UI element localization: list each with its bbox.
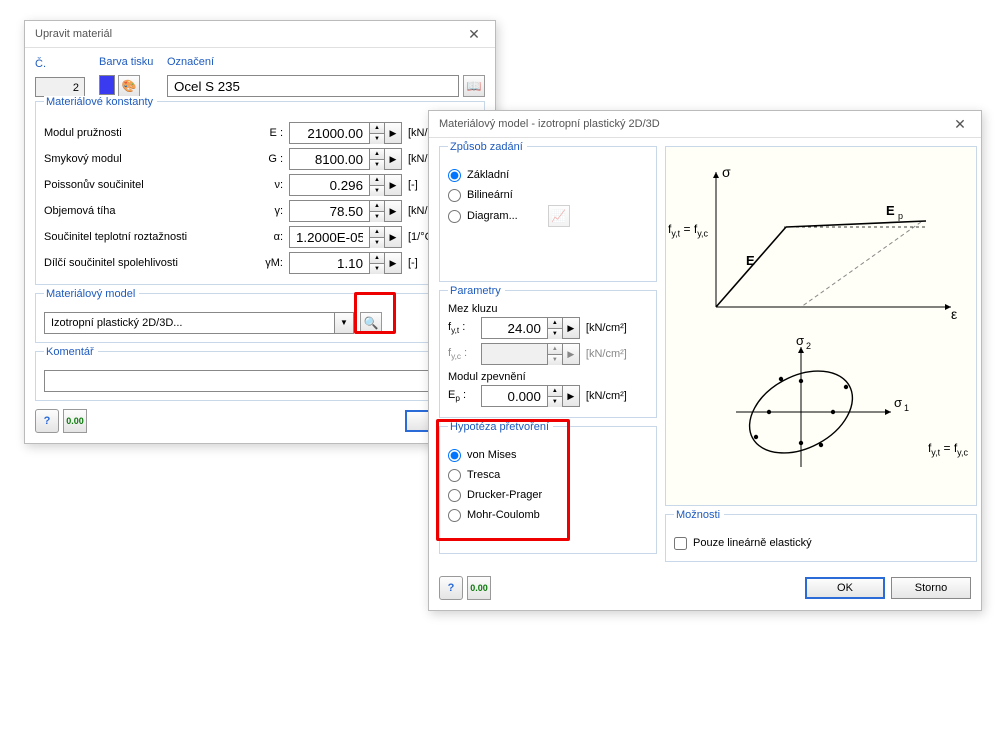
diagram-panel: σ ε Ep E fy,t = fy,c [665, 146, 977, 506]
options-legend: Možnosti [674, 509, 724, 521]
hypothesis-group: Hypotéza přetvoření von MisesTrescaDruck… [439, 426, 657, 554]
ep-input[interactable] [481, 385, 547, 407]
ok-button[interactable]: OK [805, 577, 885, 599]
num-header: Č. [35, 58, 93, 74]
go-icon[interactable]: ▶ [562, 317, 580, 339]
svg-text:1: 1 [904, 403, 909, 413]
method-legend: Způsob zadání [448, 141, 527, 153]
fyc-input [481, 343, 547, 365]
constant-row: Modul pružnostiE :▲▼▶[kN/cm²] [44, 120, 476, 146]
close-icon[interactable]: ✕ [945, 116, 975, 133]
mez-label: Mez kluzu [448, 303, 648, 315]
units-icon[interactable]: 0.00 [467, 576, 491, 600]
constant-row: Dílčí součinitel spolehlivostiγM:▲▼▶[-] [44, 250, 476, 276]
edit-material-dialog: Upravit materiál ✕ Č. 2 Barva tisku 🎨 Oz… [24, 20, 496, 444]
library-icon[interactable]: 📖 [463, 75, 485, 97]
svg-text:σ: σ [796, 337, 804, 348]
constant-input[interactable] [289, 226, 369, 248]
titlebar: Upravit materiál ✕ [25, 21, 495, 48]
spinner-icon: ▲▼ [547, 343, 562, 365]
svg-text:2: 2 [806, 341, 811, 351]
designation-input[interactable] [167, 75, 459, 97]
cancel-button[interactable]: Storno [891, 577, 971, 599]
constant-input[interactable] [289, 122, 369, 144]
dialog-title: Upravit materiál [35, 28, 112, 40]
go-icon[interactable]: ▶ [384, 200, 402, 222]
svg-text:ε: ε [951, 306, 957, 322]
constants-legend: Materiálové konstanty [44, 96, 157, 108]
svg-text:E: E [886, 203, 895, 218]
svg-text:E: E [746, 253, 755, 268]
titlebar: Materiálový model - izotropní plastický … [429, 111, 981, 138]
hypothesis-option[interactable]: von Mises [448, 445, 648, 465]
method-option[interactable]: Bilineární [448, 185, 648, 205]
fyt-input[interactable] [481, 317, 547, 339]
spinner-icon[interactable]: ▲▼ [369, 200, 384, 222]
yield-surface-diagram: σ2 σ1 [716, 337, 926, 477]
spinner-icon[interactable]: ▲▼ [547, 317, 562, 339]
model-details-button[interactable]: 🔍 [360, 312, 382, 334]
diagram-edit-icon: 📈 [548, 205, 570, 227]
svg-text:σ: σ [722, 164, 731, 180]
hypothesis-option[interactable]: Tresca [448, 465, 648, 485]
constants-group: Materiálové konstanty Modul pružnostiE :… [35, 101, 485, 285]
units-icon[interactable]: 0.00 [63, 409, 87, 433]
constant-input[interactable] [289, 252, 369, 274]
dialog-title: Materiálový model - izotropní plastický … [439, 118, 660, 130]
comment-legend: Komentář [44, 346, 98, 358]
method-option[interactable]: Diagram... [448, 206, 518, 226]
spinner-icon[interactable]: ▲▼ [369, 148, 384, 170]
svg-text:p: p [898, 211, 903, 221]
constant-input[interactable] [289, 200, 369, 222]
stress-strain-diagram: σ ε Ep E [676, 157, 966, 327]
chevron-down-icon: ▼ [334, 313, 353, 333]
close-icon[interactable]: ✕ [459, 26, 489, 43]
material-number: 2 [35, 77, 85, 97]
constant-row: Objemová tíhaγ:▲▼▶[kN/m³] [44, 198, 476, 224]
svg-text:σ: σ [894, 395, 902, 410]
params-group: Parametry Mez kluzu fy,t : ▲▼ ▶ [kN/cm²]… [439, 290, 657, 418]
model-select[interactable]: Izotropní plastický 2D/3D... ▼ [44, 312, 354, 334]
header-row: Č. 2 Barva tisku 🎨 Označení 📖 [35, 56, 485, 97]
comment-input[interactable] [44, 370, 476, 392]
go-icon[interactable]: ▶ [384, 174, 402, 196]
modul-label: Modul zpevnění [448, 371, 648, 383]
options-group: Možnosti Pouze lineárně elastický [665, 514, 977, 562]
linear-only-checkbox[interactable]: Pouze lineárně elastický [674, 533, 968, 553]
constant-row: Poissonův součinitelν:▲▼▶[-] [44, 172, 476, 198]
help-icon[interactable]: ? [35, 409, 59, 433]
spinner-icon[interactable]: ▲▼ [547, 385, 562, 407]
palette-icon[interactable]: 🎨 [118, 75, 140, 97]
hypothesis-option[interactable]: Mohr-Coulomb [448, 505, 648, 525]
color-swatch[interactable] [99, 75, 115, 95]
model-group: Materiálový model Izotropní plastický 2D… [35, 293, 485, 343]
model-legend: Materiálový model [44, 288, 139, 300]
go-icon[interactable]: ▶ [384, 148, 402, 170]
design-header: Označení [167, 56, 485, 72]
color-header: Barva tisku [99, 56, 161, 72]
comment-group: Komentář [35, 351, 485, 401]
material-model-dialog: Materiálový model - izotropní plastický … [428, 110, 982, 611]
method-group: Způsob zadání ZákladníBilineárníDiagram.… [439, 146, 657, 282]
spinner-icon[interactable]: ▲▼ [369, 252, 384, 274]
spinner-icon[interactable]: ▲▼ [369, 122, 384, 144]
spinner-icon[interactable]: ▲▼ [369, 226, 384, 248]
help-icon[interactable]: ? [439, 576, 463, 600]
method-option[interactable]: Základní [448, 165, 648, 185]
constant-input[interactable] [289, 174, 369, 196]
hypothesis-option[interactable]: Drucker-Prager [448, 485, 648, 505]
go-icon[interactable]: ▶ [562, 385, 580, 407]
constant-row: Smykový modulG :▲▼▶[kN/cm²] [44, 146, 476, 172]
hypothesis-legend: Hypotéza přetvoření [448, 421, 553, 433]
go-icon: ▶ [562, 343, 580, 365]
go-icon[interactable]: ▶ [384, 122, 402, 144]
params-legend: Parametry [448, 285, 505, 297]
go-icon[interactable]: ▶ [384, 252, 402, 274]
go-icon[interactable]: ▶ [384, 226, 402, 248]
constant-row: Součinitel teplotní roztažnostiα:▲▼▶[1/°… [44, 224, 476, 250]
constant-input[interactable] [289, 148, 369, 170]
spinner-icon[interactable]: ▲▼ [369, 174, 384, 196]
